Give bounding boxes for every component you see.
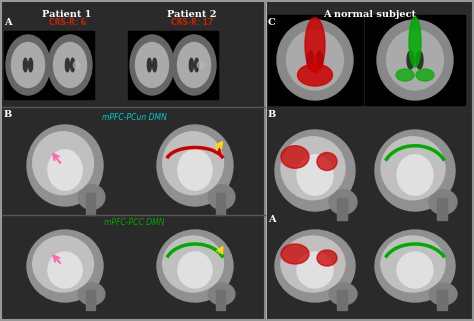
Ellipse shape <box>396 69 414 81</box>
Ellipse shape <box>11 42 45 88</box>
Ellipse shape <box>297 155 333 195</box>
Ellipse shape <box>27 230 103 302</box>
Ellipse shape <box>281 146 309 168</box>
Ellipse shape <box>429 283 457 305</box>
Ellipse shape <box>416 69 434 81</box>
Text: mPFC-PCun DMN: mPFC-PCun DMN <box>101 113 166 122</box>
Ellipse shape <box>429 190 457 214</box>
Ellipse shape <box>329 190 357 214</box>
Bar <box>86 290 95 310</box>
Ellipse shape <box>178 150 212 190</box>
Ellipse shape <box>136 42 168 88</box>
Ellipse shape <box>27 125 103 206</box>
Ellipse shape <box>386 30 444 90</box>
Ellipse shape <box>54 42 86 88</box>
Ellipse shape <box>317 152 337 170</box>
Ellipse shape <box>78 185 105 209</box>
Bar <box>365 15 465 105</box>
Bar <box>4 31 52 99</box>
Ellipse shape <box>317 250 337 266</box>
Ellipse shape <box>208 185 235 209</box>
Ellipse shape <box>329 283 357 305</box>
Ellipse shape <box>375 130 455 211</box>
Ellipse shape <box>178 252 212 288</box>
Ellipse shape <box>286 30 344 90</box>
Ellipse shape <box>195 58 199 72</box>
Ellipse shape <box>153 58 156 72</box>
Bar <box>216 290 226 310</box>
Ellipse shape <box>277 20 353 100</box>
Ellipse shape <box>307 51 314 69</box>
Ellipse shape <box>190 58 193 72</box>
Text: A: A <box>268 215 275 224</box>
FancyBboxPatch shape <box>267 2 472 319</box>
Text: B: B <box>4 110 12 119</box>
Ellipse shape <box>377 20 453 100</box>
Ellipse shape <box>397 155 433 195</box>
Bar <box>216 193 226 215</box>
Bar <box>337 197 347 220</box>
Text: Patient 1: Patient 1 <box>42 10 91 19</box>
Ellipse shape <box>163 236 224 292</box>
Ellipse shape <box>78 283 105 305</box>
Ellipse shape <box>409 17 421 67</box>
Bar <box>128 31 176 99</box>
Bar <box>86 193 95 215</box>
Ellipse shape <box>316 51 323 69</box>
Ellipse shape <box>48 35 92 95</box>
Ellipse shape <box>33 236 93 292</box>
Bar <box>46 31 94 99</box>
Ellipse shape <box>208 283 235 305</box>
Ellipse shape <box>23 58 27 72</box>
Ellipse shape <box>397 252 433 288</box>
Bar <box>170 31 218 99</box>
Ellipse shape <box>281 137 345 200</box>
Text: Patient 2: Patient 2 <box>167 10 217 19</box>
Ellipse shape <box>65 58 69 72</box>
Bar <box>268 15 363 105</box>
Bar <box>437 197 447 220</box>
Text: CRS-R: 17: CRS-R: 17 <box>171 18 213 27</box>
Ellipse shape <box>297 252 333 288</box>
Ellipse shape <box>130 35 174 95</box>
Ellipse shape <box>73 61 80 69</box>
Ellipse shape <box>275 130 355 211</box>
Text: mPFC-PCC DMN: mPFC-PCC DMN <box>104 218 164 227</box>
Ellipse shape <box>281 236 345 292</box>
Text: B: B <box>268 110 276 119</box>
Text: C: C <box>268 18 276 27</box>
Ellipse shape <box>381 236 445 292</box>
Ellipse shape <box>305 18 325 73</box>
Ellipse shape <box>157 230 233 302</box>
Bar <box>437 290 447 310</box>
Ellipse shape <box>147 58 151 72</box>
Ellipse shape <box>275 230 355 302</box>
Ellipse shape <box>172 35 216 95</box>
Ellipse shape <box>163 132 224 195</box>
Ellipse shape <box>33 132 93 195</box>
Ellipse shape <box>48 150 82 190</box>
Ellipse shape <box>6 35 50 95</box>
Ellipse shape <box>177 42 210 88</box>
Ellipse shape <box>281 244 309 264</box>
Ellipse shape <box>28 58 33 72</box>
Ellipse shape <box>407 51 414 69</box>
Ellipse shape <box>416 51 423 69</box>
FancyBboxPatch shape <box>2 2 265 319</box>
Ellipse shape <box>381 137 445 200</box>
Ellipse shape <box>298 64 332 86</box>
Bar <box>337 290 347 310</box>
Text: A normal subject: A normal subject <box>323 10 417 19</box>
Ellipse shape <box>71 58 74 72</box>
Text: CRS-R: 6: CRS-R: 6 <box>48 18 85 27</box>
Text: A: A <box>4 18 12 27</box>
Ellipse shape <box>48 252 82 288</box>
Ellipse shape <box>157 125 233 206</box>
Ellipse shape <box>197 61 204 69</box>
Ellipse shape <box>375 230 455 302</box>
